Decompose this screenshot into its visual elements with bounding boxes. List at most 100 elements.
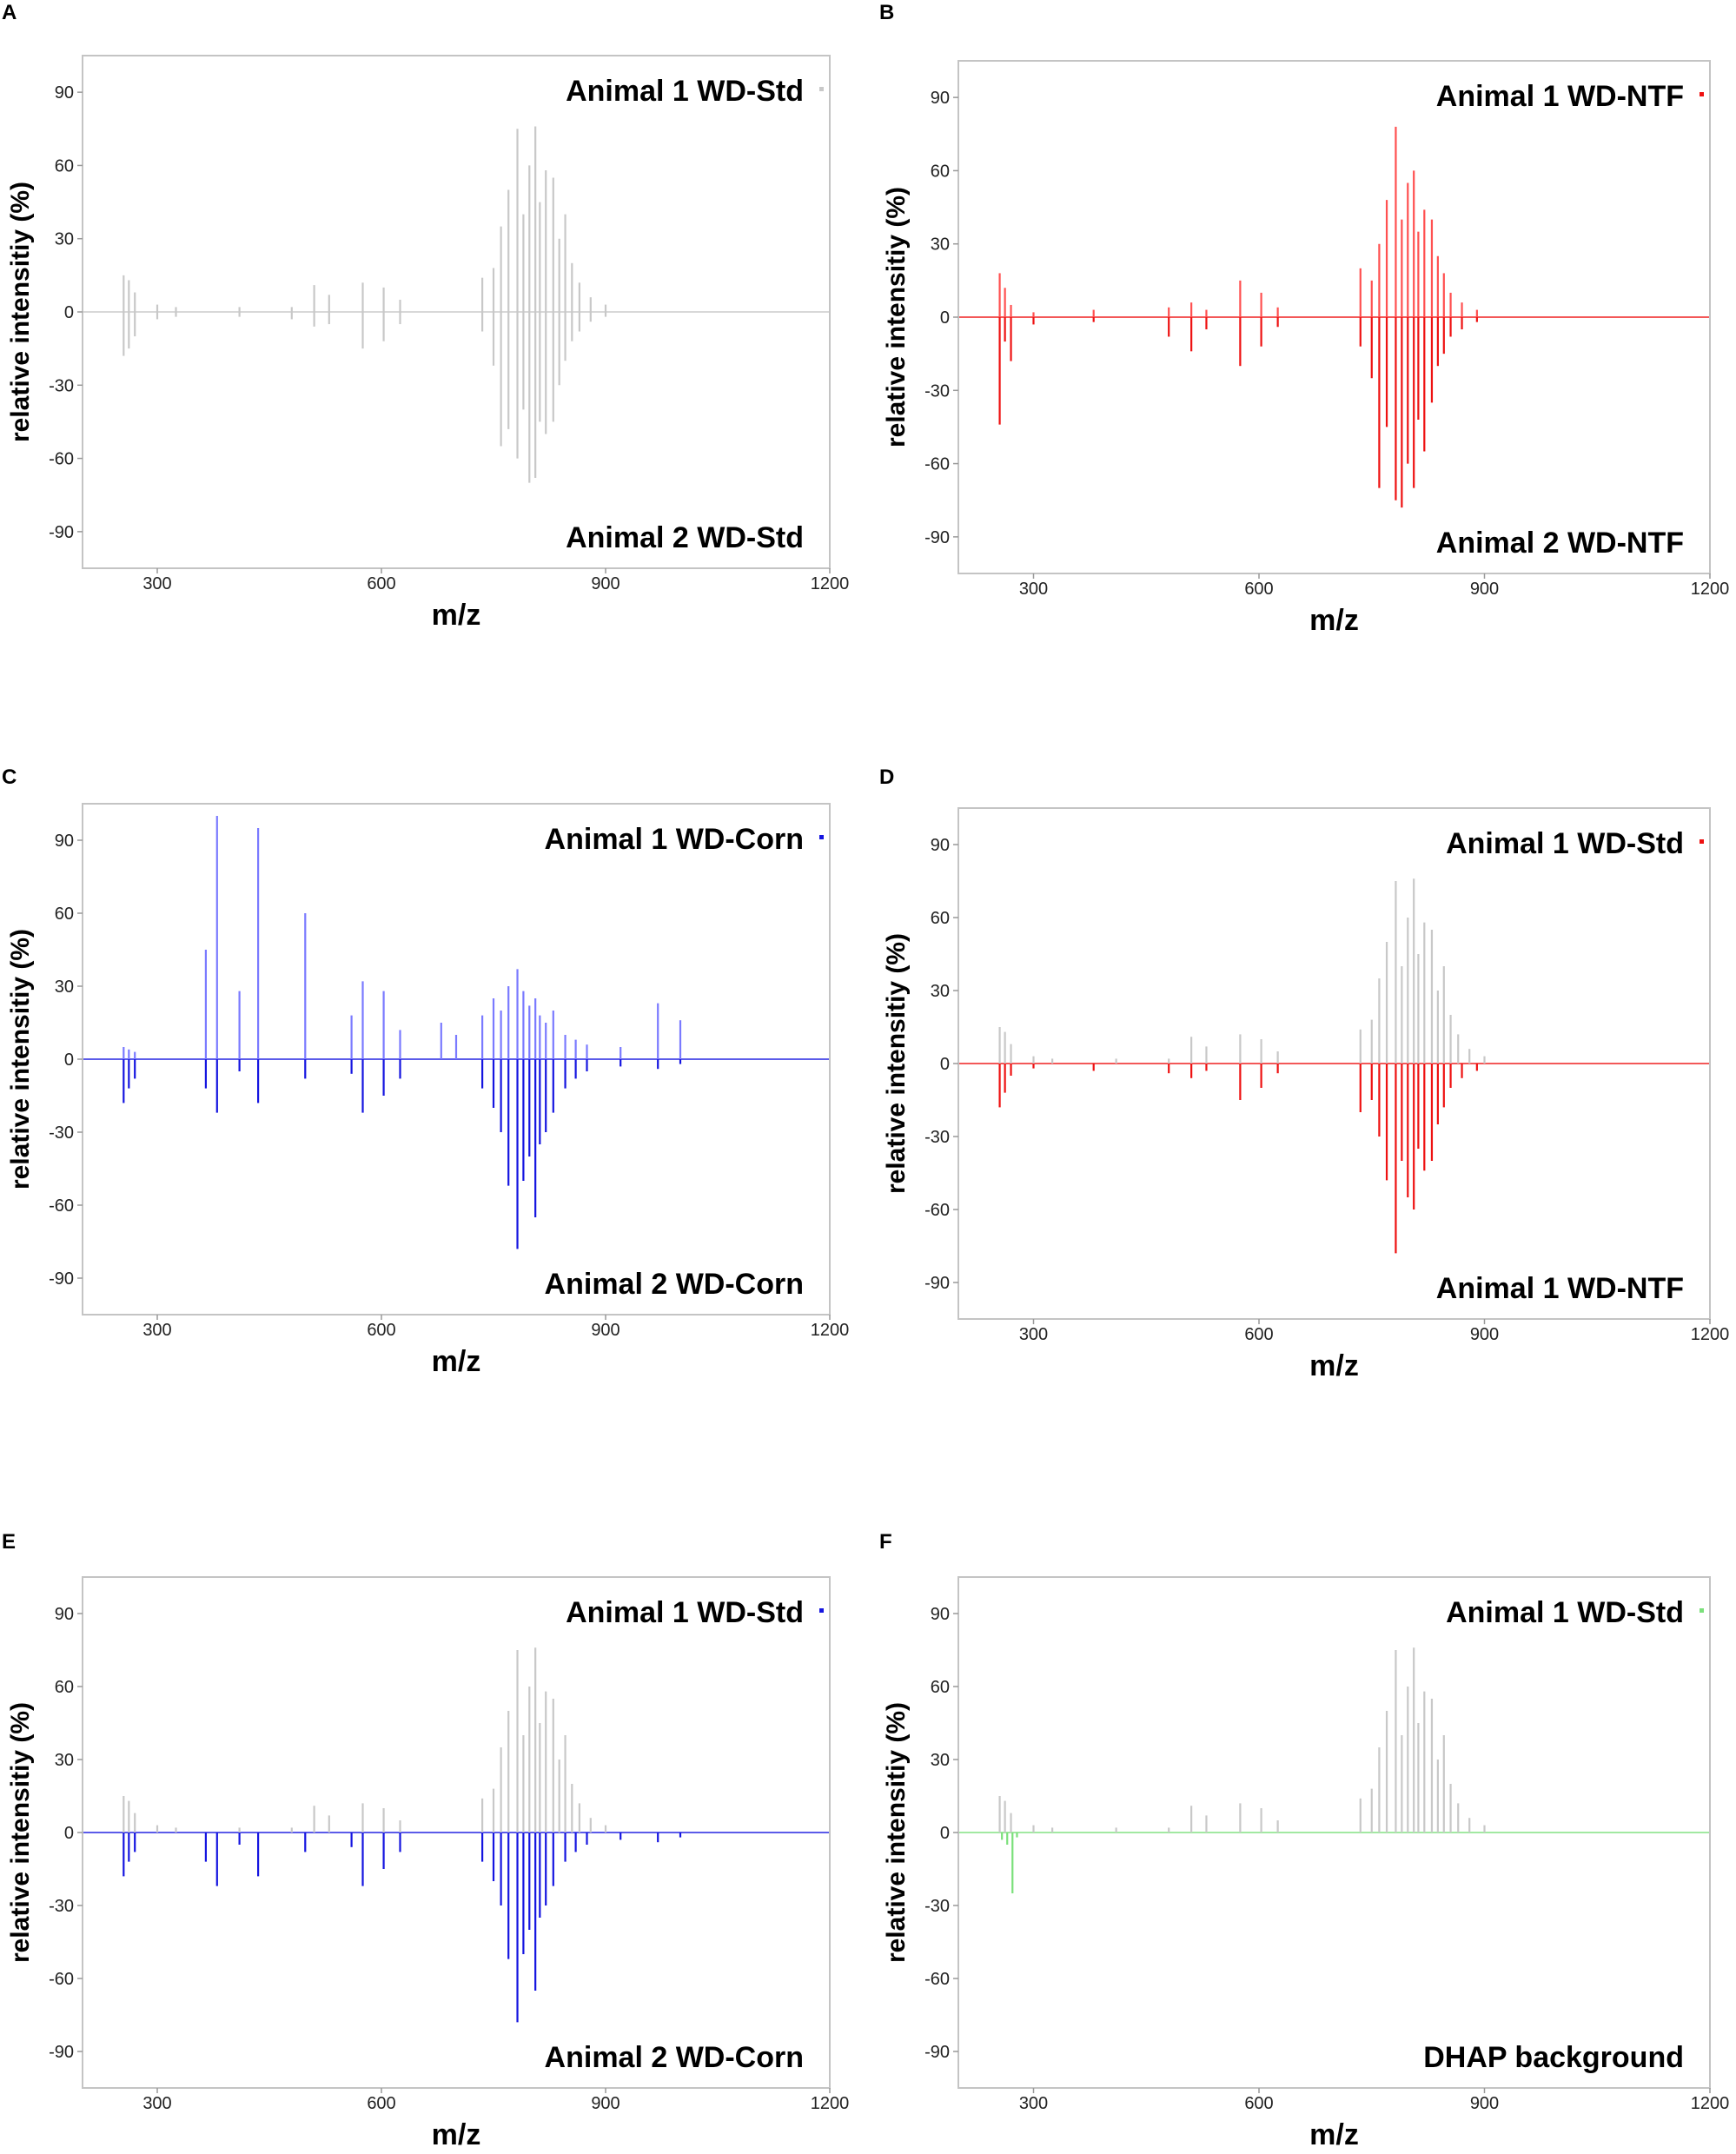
y-tick-label: 0 xyxy=(940,308,950,328)
x-tick-label: 600 xyxy=(367,1321,395,1340)
x-axis-title: m/z xyxy=(432,2118,481,2151)
y-tick-label: 60 xyxy=(55,1678,74,1697)
bottom-series-label: Animal 2 WD-Corn xyxy=(545,2041,804,2074)
legend-marker xyxy=(1700,92,1704,96)
y-tick-label: -30 xyxy=(49,1897,74,1916)
x-tick-label: 900 xyxy=(1470,1325,1499,1344)
x-tick-label: 900 xyxy=(1470,2094,1499,2113)
panel-letter-a: A xyxy=(2,1,17,24)
y-tick-label: 30 xyxy=(55,230,74,249)
top-series-label: Animal 1 WD-Corn xyxy=(545,823,804,856)
y-tick-label: -90 xyxy=(49,2043,74,2062)
y-tick-label: 0 xyxy=(64,1824,74,1843)
bottom-series-label: Animal 2 WD-NTF xyxy=(1436,527,1684,560)
y-tick-label: -60 xyxy=(49,1970,74,1989)
x-axis-title: m/z xyxy=(1309,2118,1359,2151)
y-tick-label: -30 xyxy=(49,1123,74,1143)
bottom-series-label: Animal 2 WD-Corn xyxy=(545,1268,804,1301)
y-tick-label: -60 xyxy=(924,1201,950,1220)
y-tick-label: -30 xyxy=(924,381,950,401)
y-tick-label: 0 xyxy=(64,303,74,322)
x-tick-label: 1200 xyxy=(811,1321,850,1340)
legend-marker xyxy=(819,835,824,839)
y-axis-title: relative intensitiy (%) xyxy=(882,1702,911,1963)
x-tick-label: 300 xyxy=(142,2094,171,2113)
x-tick-label: 900 xyxy=(591,2094,620,2113)
y-tick-label: -60 xyxy=(924,455,950,474)
x-axis-title: m/z xyxy=(1309,604,1359,637)
x-tick-label: 300 xyxy=(1019,2094,1048,2113)
y-tick-label: -30 xyxy=(924,1897,950,1916)
y-tick-label: 30 xyxy=(55,978,74,997)
panel-letter-d: D xyxy=(879,765,894,789)
x-tick-label: 900 xyxy=(591,574,620,593)
y-tick-label: 60 xyxy=(55,905,74,924)
y-tick-label: -60 xyxy=(924,1970,950,1989)
y-tick-label: 0 xyxy=(940,1055,950,1074)
y-tick-label: -30 xyxy=(49,376,74,395)
y-tick-label: -90 xyxy=(49,1269,74,1289)
x-tick-label: 300 xyxy=(1019,1325,1048,1344)
top-series-label: Animal 1 WD-Std xyxy=(1446,1596,1684,1629)
bottom-series-label: Animal 1 WD-NTF xyxy=(1436,1272,1684,1305)
y-tick-label: 30 xyxy=(931,235,950,255)
y-tick-label: 60 xyxy=(931,162,950,181)
y-axis-title: relative intensitiy (%) xyxy=(6,1702,35,1963)
y-tick-label: 0 xyxy=(64,1050,74,1070)
y-tick-label: -60 xyxy=(49,1196,74,1216)
y-axis-title: relative intensitiy (%) xyxy=(882,933,911,1194)
x-tick-label: 900 xyxy=(1470,580,1499,599)
y-tick-label: 30 xyxy=(55,1751,74,1770)
y-tick-label: 60 xyxy=(55,156,74,176)
top-series-label: Animal 1 WD-Std xyxy=(1446,827,1684,860)
x-axis-title: m/z xyxy=(432,1345,481,1378)
y-tick-label: -90 xyxy=(924,2043,950,2062)
y-tick-label: -90 xyxy=(924,1274,950,1293)
y-tick-label: 60 xyxy=(931,1678,950,1697)
x-tick-label: 600 xyxy=(367,2094,395,2113)
x-axis-title: m/z xyxy=(1309,1349,1359,1382)
x-tick-label: 600 xyxy=(1244,1325,1273,1344)
y-tick-label: 60 xyxy=(931,909,950,928)
y-tick-label: -60 xyxy=(49,450,74,469)
legend-marker xyxy=(1700,839,1704,844)
x-tick-label: 1200 xyxy=(811,574,850,593)
panel-letter-c: C xyxy=(2,765,17,789)
y-axis-title: relative intensitiy (%) xyxy=(6,929,35,1190)
x-tick-label: 600 xyxy=(1244,2094,1273,2113)
legend-marker xyxy=(819,1608,824,1613)
y-tick-label: -90 xyxy=(49,523,74,542)
top-series-label: Animal 1 WD-Std xyxy=(566,75,804,108)
x-tick-label: 600 xyxy=(1244,580,1273,599)
x-axis-title: m/z xyxy=(432,599,481,632)
y-tick-label: 90 xyxy=(55,83,74,103)
legend-marker xyxy=(1700,1608,1704,1613)
panel-letter-f: F xyxy=(879,1530,892,1554)
y-tick-label: 90 xyxy=(55,832,74,851)
y-tick-label: 90 xyxy=(931,89,950,108)
x-tick-label: 300 xyxy=(142,1321,171,1340)
legend-marker xyxy=(819,87,824,91)
y-tick-label: 30 xyxy=(931,982,950,1001)
bottom-series-label: DHAP background xyxy=(1423,2041,1684,2074)
y-tick-label: 90 xyxy=(931,1605,950,1624)
bottom-series-label: Animal 2 WD-Std xyxy=(566,521,804,554)
panel-letter-b: B xyxy=(879,1,894,24)
x-tick-label: 900 xyxy=(591,1321,620,1340)
y-tick-label: 0 xyxy=(940,1824,950,1843)
x-tick-label: 1200 xyxy=(811,2094,850,2113)
y-tick-label: 90 xyxy=(931,836,950,855)
y-axis-title: relative intensitiy (%) xyxy=(6,182,35,442)
top-series-label: Animal 1 WD-NTF xyxy=(1436,80,1684,113)
x-tick-label: 600 xyxy=(367,574,395,593)
top-series-label: Animal 1 WD-Std xyxy=(566,1596,804,1629)
x-tick-label: 300 xyxy=(142,574,171,593)
x-tick-label: 1200 xyxy=(1691,1325,1730,1344)
